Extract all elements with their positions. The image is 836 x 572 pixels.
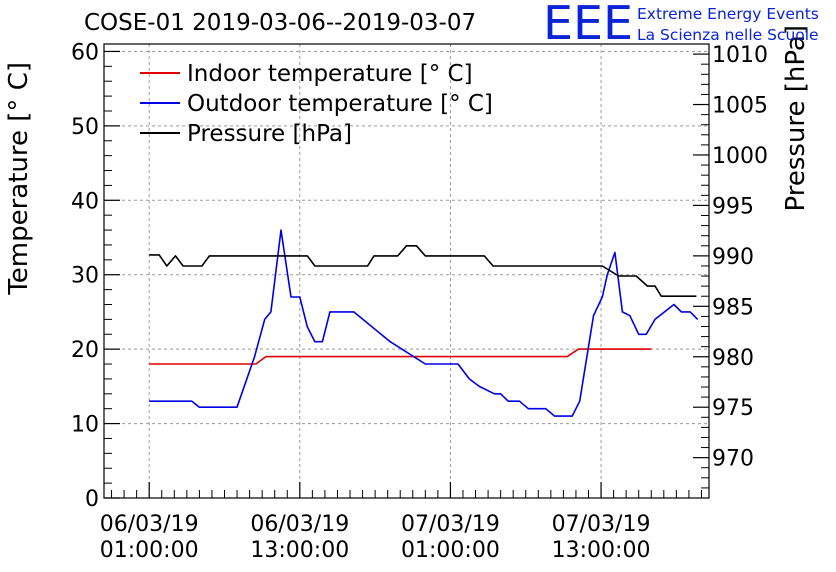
plot-frame: [103, 43, 710, 499]
axes: 0 10 20 30 40 50 60 970 975 980 985 990 995 1000 1005 1…: [71, 40, 768, 563]
y2-tick-label: 970: [712, 447, 754, 472]
x-tick-label-time: 01:00:00: [401, 538, 500, 563]
chart-title: COSE-01 2019-03-06--2019-03-07: [84, 10, 476, 36]
y2-tick-label: 985: [712, 295, 754, 320]
x-tick-label-date: 06/03/19: [250, 512, 349, 537]
x-tick-label-time: 13:00:00: [552, 538, 651, 563]
x-tick-label-date: 07/03/19: [552, 512, 651, 537]
y2-tick-label: 1000: [712, 144, 768, 169]
legend-label-1: Outdoor temperature [° C]: [187, 91, 493, 117]
series-line-1: [149, 229, 699, 417]
y2-tick-label: 990: [712, 245, 754, 270]
y-tick-label: 40: [71, 189, 99, 214]
legend-label-2: Pressure [hPa]: [187, 121, 352, 147]
y2-axis-title: Pressure [hPa]: [781, 25, 811, 212]
series-line-0: [149, 348, 652, 365]
legend-label-0: Indoor temperature [° C]: [187, 61, 473, 87]
x-tick-label-date: 07/03/19: [401, 512, 500, 537]
y-tick-label: 20: [71, 338, 99, 363]
y-tick-label: 50: [71, 115, 99, 140]
y2-tick-label: 995: [712, 194, 754, 219]
y2-tick-label: 1005: [712, 94, 768, 119]
y-tick-label: 30: [71, 264, 99, 289]
x-tick-label-time: 13:00:00: [250, 538, 349, 563]
y2-tick-label: 980: [712, 346, 754, 371]
series-lines: [149, 229, 699, 417]
eee-logo: EEE Extreme Energy Events La Scienza nel…: [543, 0, 819, 50]
y-tick-label: 60: [71, 40, 99, 65]
legend: Indoor temperature [° C] Outdoor temperat…: [140, 61, 493, 147]
y-tick-label: 10: [71, 413, 99, 438]
y2-tick-label: 975: [712, 396, 754, 421]
eee-logo-line1: Extreme Energy Events: [637, 5, 819, 23]
series-line-2: [149, 245, 697, 298]
eee-logo-mark: EEE: [543, 0, 633, 50]
y-axis-title: Temperature [° C]: [4, 62, 34, 296]
x-tick-label-date: 06/03/19: [100, 512, 199, 537]
y-tick-label: 0: [85, 487, 99, 512]
x-tick-label-time: 01:00:00: [100, 538, 199, 563]
eee-logo-line2: La Scienza nelle Scuole: [637, 26, 819, 44]
y2-tick-label: 1010: [712, 43, 768, 68]
